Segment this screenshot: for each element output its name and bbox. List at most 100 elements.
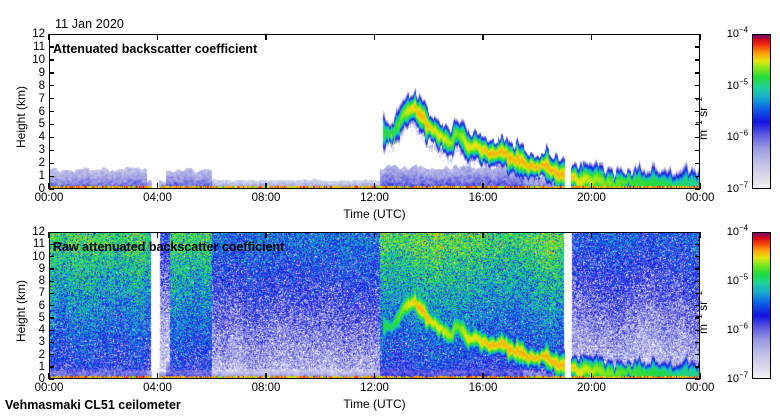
- x-tick-label: 12:00: [360, 192, 389, 204]
- x-tick-label: 20:00: [577, 382, 606, 394]
- y-tick-label: 8: [38, 79, 45, 92]
- heatmap-canvas-attenuated: [50, 35, 699, 188]
- y-tick-label: 11: [33, 238, 45, 251]
- x-tickmark: [48, 373, 50, 379]
- x-tickmark-top: [699, 232, 701, 238]
- y-tickmark-right: [695, 33, 700, 35]
- x-tick-label: 00:00: [34, 192, 64, 204]
- x-tickmark: [156, 183, 159, 189]
- plot-area-raw: [49, 232, 700, 379]
- y-tickmark: [49, 149, 54, 152]
- x-tick-label: 16:00: [468, 382, 498, 394]
- y-tick-label: 5: [38, 118, 45, 131]
- y-tick-label: 1: [38, 360, 45, 373]
- y-tickmark: [49, 33, 54, 35]
- x-tick-label: 04:00: [143, 192, 172, 204]
- colorbar-gradient-attenuated: [753, 35, 770, 188]
- y-tickmark-right: [695, 243, 700, 246]
- y-tickmark-right: [695, 256, 700, 258]
- y-tickmark-right: [695, 280, 700, 282]
- x-tick-label: 12:00: [360, 382, 389, 394]
- y-tickmark-right: [695, 292, 700, 295]
- y-tickmark: [49, 111, 54, 113]
- y-tick-label: 2: [38, 348, 45, 361]
- x-tick-label: 00:00: [34, 382, 64, 394]
- x-tick-label: 08:00: [251, 192, 281, 204]
- x-tickmark-top: [373, 232, 376, 238]
- colorbar-tick-label: 10−5: [726, 77, 748, 92]
- y-tickmark: [49, 292, 54, 295]
- colorbar-tick-label: 10−6: [726, 321, 748, 336]
- y-tick-label: 0: [38, 373, 45, 385]
- y-tickmark: [49, 341, 54, 344]
- x-tickmark: [265, 373, 267, 379]
- y-tick-label: 1: [38, 170, 45, 183]
- y-tickmark-right: [695, 136, 700, 139]
- y-tick-label: 10: [32, 250, 45, 263]
- x-tickmark-top: [699, 34, 701, 40]
- x-axis-label-attenuated: Time (UTC): [343, 207, 406, 221]
- x-tickmark: [156, 373, 159, 379]
- x-tick-label: 00:00: [685, 192, 715, 204]
- colorbar-tick-label: 10−4: [726, 25, 748, 40]
- y-tickmark: [49, 162, 54, 164]
- y-tick-label: 2: [38, 157, 45, 170]
- x-axis-label-raw: Time (UTC): [343, 397, 406, 411]
- y-tickmark-right: [695, 149, 700, 152]
- x-tickmark-top: [482, 232, 484, 238]
- x-tickmark-top: [156, 34, 159, 40]
- colorbar-unit-label-attenuated: m−1 sr−1: [694, 96, 710, 140]
- y-tickmark: [49, 72, 54, 74]
- y-tickmark-right: [695, 175, 700, 177]
- y-tickmark: [49, 317, 54, 319]
- y-tickmark: [49, 98, 54, 100]
- x-tickmark: [373, 373, 376, 379]
- y-tickmark-right: [695, 111, 700, 113]
- x-tickmark-top: [590, 232, 593, 238]
- y-tickmark: [49, 329, 54, 331]
- y-tickmark-right: [695, 46, 700, 48]
- x-tickmark-top: [590, 34, 593, 40]
- y-tickmark-right: [695, 317, 700, 319]
- y-tick-label: 3: [38, 336, 45, 349]
- colorbar-gradient-raw: [753, 233, 770, 378]
- x-tickmark: [373, 183, 376, 189]
- y-tickmark: [49, 136, 54, 139]
- y-tickmark: [49, 231, 54, 233]
- y-tick-label: 6: [38, 105, 45, 118]
- y-tick-label: 3: [38, 144, 45, 157]
- y-axis-label-raw: Height (km): [14, 279, 28, 342]
- y-tick-label: 5: [38, 311, 45, 324]
- panel-title-attenuated: Attenuated backscatter coefficient: [53, 42, 258, 56]
- plot-area-attenuated: [49, 34, 700, 189]
- x-tickmark: [699, 373, 701, 379]
- y-tickmark: [49, 46, 54, 48]
- y-tickmark-right: [695, 123, 700, 126]
- y-tick-label: 11: [33, 40, 45, 53]
- y-tickmark-right: [695, 378, 700, 380]
- x-tickmark: [482, 373, 484, 379]
- x-tickmark-top: [156, 232, 159, 238]
- y-tickmark: [49, 188, 54, 190]
- x-tickmark-top: [48, 232, 50, 238]
- x-tick-label: 00:00: [685, 382, 715, 394]
- x-tick-label: 08:00: [251, 382, 281, 394]
- y-tickmark: [49, 175, 54, 177]
- y-tickmark-right: [695, 231, 700, 233]
- y-tickmark-right: [695, 354, 700, 356]
- x-tickmark-top: [48, 34, 50, 40]
- y-tickmark: [49, 280, 54, 282]
- x-tick-label: 20:00: [577, 192, 606, 204]
- y-tick-label: 9: [38, 66, 45, 79]
- y-tickmark-right: [695, 366, 700, 368]
- y-tick-label: 10: [32, 53, 45, 66]
- y-tick-label: 4: [38, 131, 45, 144]
- y-tickmark: [49, 305, 54, 307]
- x-tick-label: 04:00: [143, 382, 172, 394]
- y-tickmark-right: [695, 72, 700, 74]
- y-tickmark: [49, 256, 54, 258]
- y-tickmark-right: [695, 188, 700, 190]
- x-tickmark: [699, 183, 701, 189]
- colorbar-tick-label: 10−7: [726, 370, 748, 385]
